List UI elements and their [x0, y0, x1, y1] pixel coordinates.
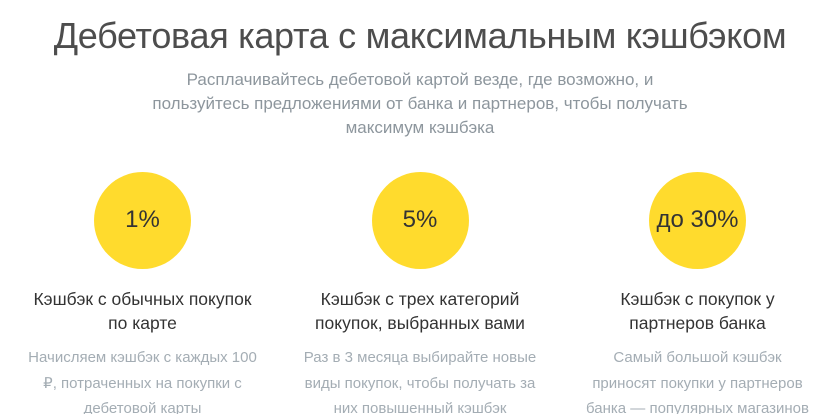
benefit-heading: Кэшбэк с обычных покупок по карте	[33, 288, 252, 333]
page-title: Дебетовая карта с максимальным кэшбэком	[53, 15, 787, 56]
cashback-badge-circle: до 30%	[649, 171, 746, 269]
cashback-badge-value: 5%	[402, 206, 438, 234]
benefits-row: 1% Кэшбэк с обычных покупок по карте Нач…	[0, 171, 840, 414]
cashback-badge-value: 1%	[125, 206, 160, 234]
benefit-card-regular-purchases: 1% Кэшбэк с обычных покупок по карте Нач…	[4, 171, 281, 414]
page-subtitle: Расплачивайтесь дебетовой картой везде, …	[152, 70, 688, 138]
cashback-badge-circle: 1%	[94, 171, 191, 269]
benefit-card-partners: до 30% Кэшбэк с покупок у партнеров банк…	[559, 171, 836, 414]
benefit-heading: Кэшбэк с покупок у партнеров банка	[620, 288, 775, 333]
section-header: Дебетовая карта с максимальным кэшбэком …	[0, 14, 840, 141]
benefit-description: Самый большой кэшбэк приносят покупки у …	[586, 348, 809, 414]
benefit-description: Начисляем кэшбэк с каждых 100 ₽, потраче…	[28, 348, 257, 414]
benefit-card-categories: 5% Кэшбэк с трех категорий покупок, выбр…	[282, 171, 559, 414]
benefit-description: Раз в 3 месяца выбирайте новые виды поку…	[303, 348, 537, 414]
cashback-badge-value: до 30%	[656, 206, 739, 234]
cashback-badge-circle: 5%	[371, 171, 469, 269]
benefit-heading: Кэшбэк с трех категорий покупок, выбранн…	[315, 288, 525, 333]
